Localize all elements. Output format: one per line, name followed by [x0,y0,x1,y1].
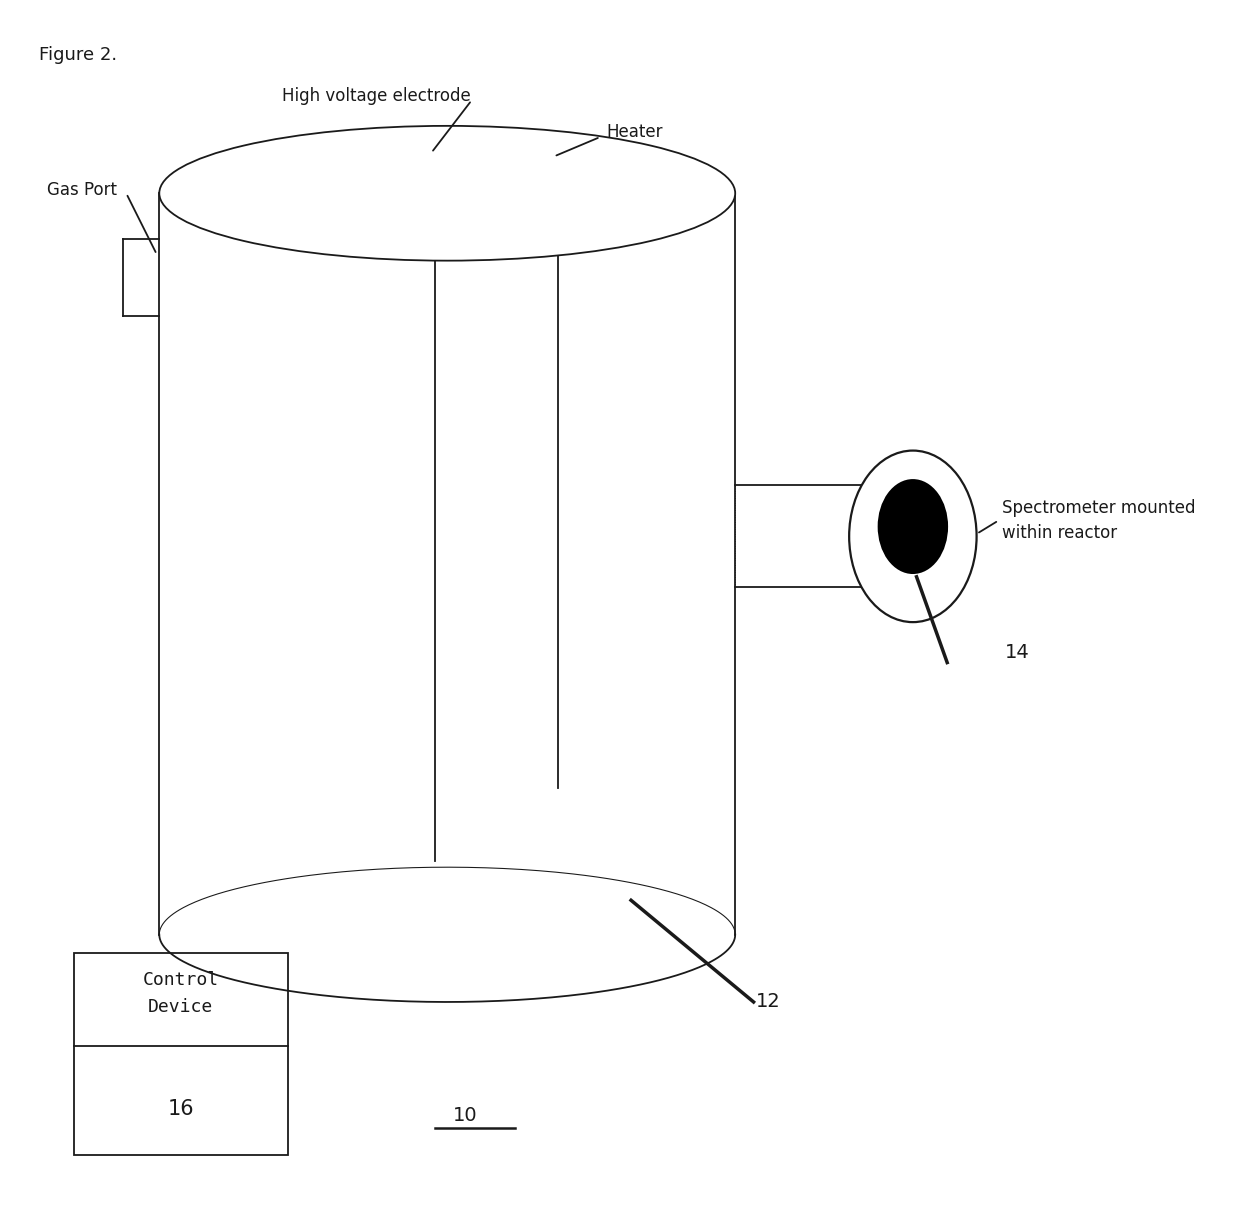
Ellipse shape [879,480,947,573]
Text: High voltage electrode: High voltage electrode [281,87,470,106]
Text: 10: 10 [454,1106,477,1126]
Ellipse shape [159,126,735,261]
Ellipse shape [849,451,977,622]
Text: Heater: Heater [606,123,663,140]
Text: Gas Port: Gas Port [47,181,117,198]
Text: Spectrometer mounted
within reactor: Spectrometer mounted within reactor [1002,499,1195,542]
Text: Control
Device: Control Device [143,971,218,1015]
Text: 14: 14 [1004,643,1029,663]
Text: 12: 12 [756,993,781,1011]
Bar [73,954,288,1156]
Text: Figure 2.: Figure 2. [40,47,118,64]
Text: 16: 16 [167,1099,193,1119]
